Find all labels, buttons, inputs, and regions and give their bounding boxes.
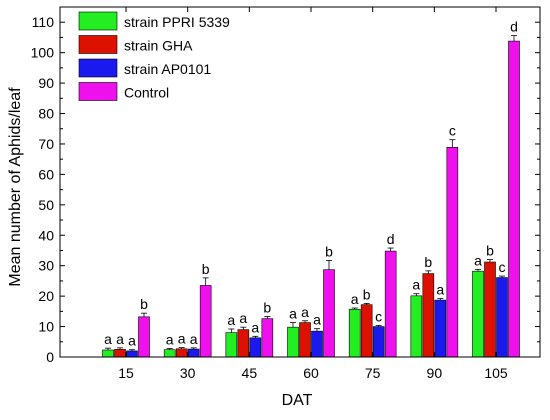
significance-label: a (251, 319, 259, 335)
x-tick-label: 15 (118, 365, 134, 381)
bar (446, 147, 459, 358)
significance-label: b (363, 286, 371, 302)
significance-label: a (474, 252, 482, 268)
legend-label: Control (124, 85, 169, 101)
bar (187, 348, 200, 358)
bar (261, 318, 274, 358)
x-tick-label: 105 (484, 365, 508, 381)
bar (249, 337, 262, 358)
significance-label: b (140, 296, 148, 312)
significance-label: a (239, 310, 247, 326)
bar (126, 350, 138, 358)
significance-label: a (313, 312, 321, 328)
y-tick-label: 20 (38, 288, 54, 304)
significance-label: c (449, 123, 456, 139)
significance-label: a (412, 277, 420, 293)
significance-label: a (301, 304, 309, 320)
significance-label: a (436, 282, 444, 298)
bar (410, 295, 423, 358)
bar (384, 250, 397, 358)
bar (114, 349, 126, 358)
x-tick-label: 45 (242, 365, 258, 381)
x-tick-label: 90 (427, 365, 443, 381)
y-tick-label: 110 (32, 14, 55, 30)
significance-label: c (375, 308, 382, 324)
significance-label: d (387, 231, 395, 247)
y-tick-label: 50 (38, 197, 54, 213)
legend-swatch (78, 82, 118, 101)
bar (163, 349, 176, 358)
significance-label: b (202, 261, 210, 277)
significance-label: a (289, 306, 297, 322)
plot-frame (59, 6, 541, 358)
legend-swatch (78, 11, 118, 31)
y-tick-label: 70 (38, 136, 54, 152)
bar (422, 273, 435, 358)
y-tick-label: 10 (38, 319, 54, 335)
y-tick-label: 30 (38, 258, 54, 274)
bar (360, 304, 373, 358)
significance-label: b (263, 300, 271, 316)
bar (311, 330, 323, 358)
bar (348, 308, 361, 358)
bar (287, 326, 299, 358)
bar (372, 326, 385, 358)
significance-label: a (104, 331, 112, 347)
y-tick-label: 90 (38, 75, 54, 91)
legend-label: strain PPRI 5339 (124, 14, 230, 30)
bar (102, 349, 114, 358)
bar (496, 277, 508, 358)
bar (225, 332, 238, 358)
significance-label: b (325, 244, 333, 260)
y-axis-title: Mean number of Aphids/leaf (7, 87, 24, 287)
bar (237, 329, 250, 358)
y-tick-label: 60 (38, 166, 54, 182)
significance-label: b (424, 254, 432, 270)
significance-label: c (499, 259, 506, 275)
legend-swatch (78, 35, 118, 54)
bar (323, 269, 335, 358)
significance-label: b (486, 243, 494, 259)
significance-label: a (116, 331, 124, 347)
legend-label: strain AP0101 (124, 61, 211, 77)
y-tick-label: 100 (31, 45, 55, 61)
legend-label: strain GHA (124, 38, 193, 54)
bar (434, 299, 447, 358)
significance-label: a (190, 331, 198, 347)
bar (175, 348, 188, 358)
legend-swatch (78, 58, 118, 78)
x-tick-label: 75 (365, 365, 381, 381)
significance-label: a (227, 312, 235, 328)
bar (484, 261, 496, 358)
significance-label: a (351, 291, 359, 307)
bar (138, 316, 150, 358)
significance-label: a (166, 331, 174, 347)
x-axis-title: DAT (282, 392, 313, 409)
x-tick-label: 30 (180, 365, 196, 381)
significance-label: d (510, 19, 518, 35)
y-tick-label: 80 (38, 106, 54, 122)
bar (472, 270, 484, 358)
significance-label: a (178, 331, 186, 347)
y-tick-label: 0 (46, 349, 54, 365)
bar (508, 40, 520, 358)
y-tick-label: 40 (38, 227, 54, 243)
x-tick-label: 60 (303, 365, 319, 381)
bar (199, 285, 212, 358)
bar (299, 322, 311, 358)
significance-label: a (128, 333, 136, 349)
